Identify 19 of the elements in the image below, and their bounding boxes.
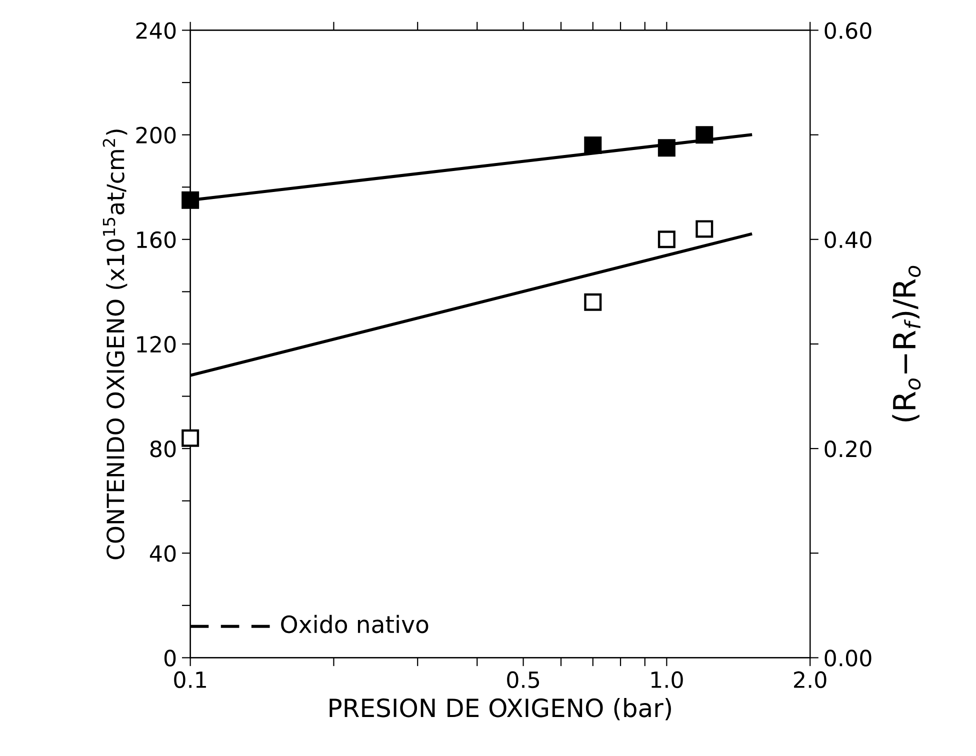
y-tick-label: 240 xyxy=(136,22,176,39)
y-tick-label: 160 xyxy=(137,231,176,248)
x-axis-title: PRESION DE OXIGENO (bar) xyxy=(330,698,671,720)
y2-tick-label: 0.40 xyxy=(824,231,872,248)
y-axis-title: CONTENIDO OXIGENO (x10$^{15}$at/cm$^{2}$) xyxy=(102,130,128,560)
y-tick-label: 120 xyxy=(137,336,176,353)
y2-tick-label: 0.60 xyxy=(824,22,872,39)
x-tick-label: 0.1 xyxy=(174,671,206,688)
series-label: Oxido nativo xyxy=(281,614,428,634)
y2-axis-title: (R$_{o}$−R$_{f}$)/R$_{o}$ xyxy=(892,266,921,422)
y-tick-label: 40 xyxy=(150,545,176,562)
x-tick-label: 1.0 xyxy=(651,671,683,688)
y2-tick-label: 0.00 xyxy=(824,650,872,666)
y-tick-label: 0 xyxy=(164,650,176,666)
y-tick-label: 80 xyxy=(150,440,176,458)
x-tick-label: 0.5 xyxy=(507,671,540,688)
y2-tick-label: 0.20 xyxy=(824,440,872,458)
x-tick-label: 2.0 xyxy=(794,671,826,688)
y-tick-label: 200 xyxy=(136,126,176,144)
